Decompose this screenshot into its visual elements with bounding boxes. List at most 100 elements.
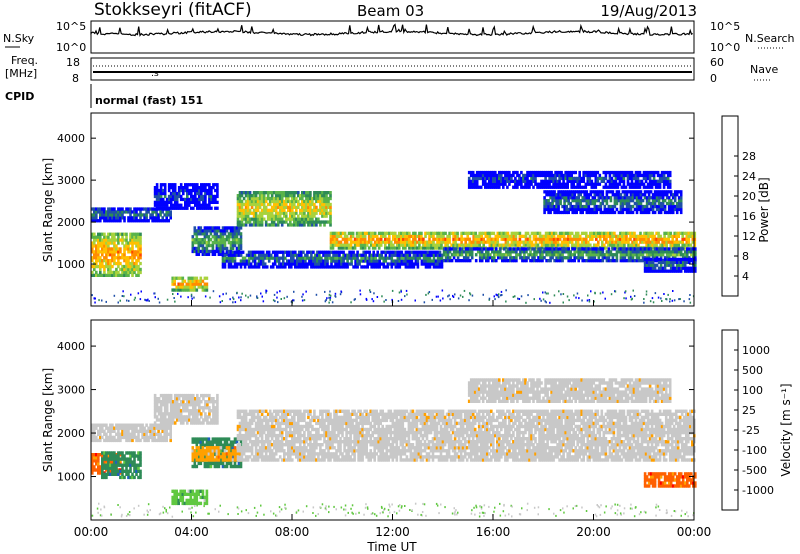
heatmap-cell (101, 264, 104, 269)
heatmap-cell (502, 234, 506, 238)
heatmap-cell (621, 210, 625, 215)
heatmap-cell (442, 240, 445, 244)
heatmap-cell (488, 185, 491, 189)
heatmap-cell (159, 191, 163, 196)
heatmap-cell (633, 259, 637, 263)
heatmap-cell (173, 197, 177, 202)
heatmap-cell (476, 243, 479, 247)
heatmap-cell (545, 259, 548, 263)
heatmap-cell (481, 173, 485, 178)
heatmap-cell (298, 262, 301, 266)
heatmap-cell (357, 234, 361, 238)
heatmap-cell (280, 208, 284, 212)
heatmap-cell (259, 250, 263, 254)
heatmap-cell (580, 231, 584, 235)
heatmap-cell (617, 247, 621, 251)
heatmap-cell (212, 194, 215, 199)
heatmap-cell (630, 176, 634, 181)
heatmap-cell (574, 185, 577, 189)
heatmap-cell (365, 231, 369, 235)
heatmap-cell (231, 253, 235, 257)
heatmap-cell (609, 237, 612, 241)
heatmap-cell (539, 247, 542, 251)
heatmap-cell (275, 253, 279, 257)
heatmap-cell (536, 182, 539, 186)
heatmap-cell (585, 259, 589, 263)
heatmap-cell (628, 176, 632, 181)
heatmap-cell (412, 243, 415, 247)
heatmap-cell (498, 182, 501, 186)
heatmap-cell (404, 231, 407, 235)
heatmap-cell (511, 250, 514, 254)
heatmap-cell (123, 210, 126, 214)
heatmap-cell (208, 200, 211, 204)
heatmap-cell (587, 253, 591, 257)
heatmap-cell (508, 234, 512, 238)
heatmap-cell (204, 295, 207, 298)
heatmap-cell (99, 207, 102, 211)
heatmap-cell (295, 223, 298, 227)
heatmap-cell (501, 259, 504, 263)
heatmap-cell (201, 252, 205, 256)
heatmap-cell (250, 194, 254, 198)
heatmap-cell (580, 179, 583, 183)
heatmap-cell (549, 250, 552, 254)
heatmap-cell (394, 265, 398, 269)
heatmap-cell (215, 235, 219, 239)
heatmap-cell (147, 438, 150, 443)
heatmap-cell (557, 253, 560, 257)
heatmap-cell (687, 234, 691, 238)
heatmap-cell (238, 211, 242, 215)
heatmap-cell (323, 208, 326, 212)
heatmap-cell (200, 197, 203, 202)
heatmap-cell (119, 273, 122, 277)
heatmap-cell (539, 250, 542, 254)
heatmap-cell (534, 234, 538, 238)
heatmap-cell (426, 250, 430, 254)
heatmap-cell (651, 256, 655, 260)
heatmap-cell (494, 182, 497, 186)
heatmap-cell (521, 256, 524, 260)
heatmap-cell (233, 259, 237, 263)
heatmap-cell (406, 259, 410, 263)
freq-label: Freq. (11, 54, 38, 67)
heatmap-cell (644, 179, 648, 183)
heatmap-cell (275, 256, 279, 260)
heatmap-cell (301, 220, 304, 224)
heatmap-cell (127, 216, 130, 220)
heatmap-cell (683, 243, 686, 247)
heatmap-cell (139, 247, 142, 251)
heatmap-cell (242, 223, 246, 227)
heatmap-cell (685, 240, 689, 244)
heatmap-cell (671, 247, 675, 251)
heatmap-cell (653, 210, 657, 215)
heatmap-cell (564, 231, 568, 235)
heatmap-cell (250, 211, 254, 215)
heatmap-cell (185, 282, 189, 286)
heatmap-cell (315, 205, 318, 209)
heatmap-cell (390, 262, 394, 266)
heatmap-cell (304, 253, 307, 257)
heatmap-cell (268, 208, 272, 212)
heatmap-cell (326, 253, 329, 257)
heatmap-cell (139, 298, 142, 301)
heatmap-cell (247, 256, 251, 260)
heatmap-cell (478, 234, 481, 238)
heatmap-cell (688, 256, 691, 260)
heatmap-cell (642, 176, 646, 181)
heatmap-cell (143, 216, 146, 220)
heatmap-cell (296, 259, 299, 263)
heatmap-cell (412, 250, 416, 254)
heatmap-cell (446, 253, 450, 257)
heatmap-cell (321, 211, 324, 215)
heatmap-cell (615, 237, 618, 241)
heatmap-cell (614, 170, 618, 175)
heatmap-cell (469, 185, 473, 189)
heatmap-cell (153, 210, 156, 214)
heatmap-cell (214, 194, 217, 199)
heatmap-cell (225, 238, 229, 242)
heatmap-cell (508, 182, 511, 186)
heatmap-cell (119, 232, 122, 236)
heatmap-cell (193, 282, 197, 286)
heatmap-cell (579, 256, 582, 260)
